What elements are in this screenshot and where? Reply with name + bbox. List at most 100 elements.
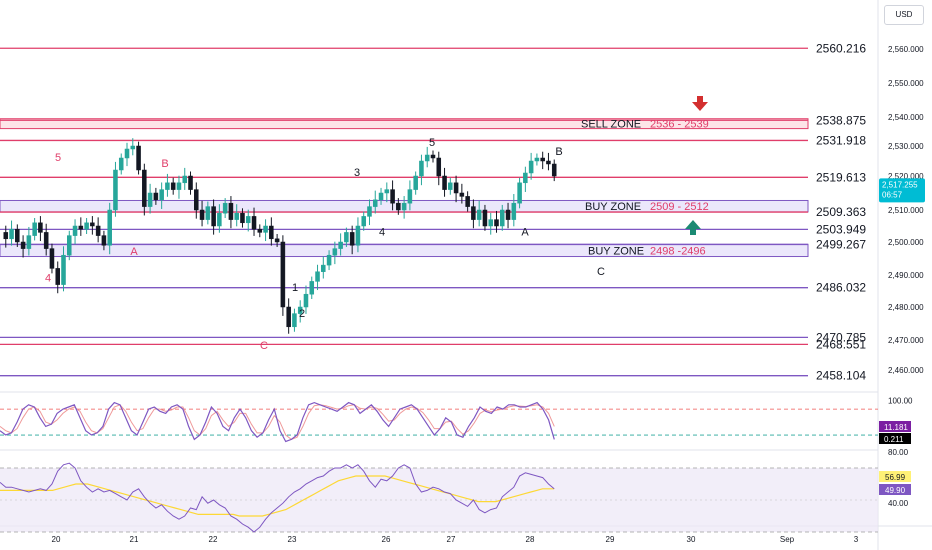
candle-body bbox=[32, 222, 37, 236]
time-tick-label: 29 bbox=[606, 535, 615, 544]
zone-label: BUY ZONE bbox=[585, 201, 641, 213]
price-tick-label: 2,510.000 bbox=[888, 206, 924, 215]
time-tick-label: 21 bbox=[130, 535, 139, 544]
stoch-k-value: 11.181 bbox=[884, 423, 908, 432]
zone-label: SELL ZONE bbox=[581, 119, 641, 131]
candle-body bbox=[251, 216, 257, 230]
wave-label: 5 bbox=[429, 137, 435, 149]
candle-body bbox=[517, 182, 522, 204]
rsi-ma-badge bbox=[879, 471, 911, 482]
stoch-k-badge bbox=[879, 421, 911, 432]
candle-body bbox=[372, 199, 378, 207]
candle-body bbox=[130, 145, 136, 150]
candle-body bbox=[142, 169, 147, 207]
last-price-badge bbox=[879, 178, 925, 203]
price-tick-label: 2,530.000 bbox=[888, 142, 924, 151]
candle-body bbox=[170, 182, 176, 190]
candle-body bbox=[471, 206, 476, 220]
candle-body bbox=[280, 241, 286, 308]
wave-label: 1 bbox=[292, 282, 298, 294]
candle-layer bbox=[3, 138, 557, 334]
wave-label: A bbox=[521, 227, 529, 239]
level-label: 2538.875 bbox=[816, 113, 866, 127]
level-label: 2499.267 bbox=[816, 237, 866, 251]
candle-body bbox=[494, 219, 499, 227]
candle-body bbox=[476, 209, 482, 220]
price-tick-label: 2,460.000 bbox=[888, 366, 924, 375]
candle-body bbox=[303, 293, 309, 308]
candle-body bbox=[61, 254, 66, 285]
candle-body bbox=[378, 192, 384, 201]
candle-body bbox=[90, 222, 95, 227]
candle-body bbox=[182, 175, 188, 184]
wave-label: C bbox=[260, 340, 268, 352]
candle-body bbox=[453, 182, 459, 194]
rsi-line bbox=[0, 462, 555, 533]
buy-arrow-icon bbox=[685, 220, 701, 235]
candle-body bbox=[3, 232, 9, 240]
candle-body bbox=[528, 160, 534, 174]
candle-body bbox=[222, 202, 228, 214]
stoch-tick-label: 80.00 bbox=[888, 448, 909, 457]
candle-body bbox=[505, 209, 511, 220]
axis-layer: 2,560.000 2,550.000 2,540.000 2,530.000 2,52… bbox=[52, 45, 925, 544]
level-label: 2503.949 bbox=[816, 222, 866, 236]
time-tick-label: 20 bbox=[52, 535, 61, 544]
candle-body bbox=[136, 145, 141, 171]
price-tick-label: 2,500.000 bbox=[888, 238, 924, 247]
currency-button[interactable]: USD bbox=[884, 5, 924, 25]
wave-label: B bbox=[161, 158, 168, 170]
candle-body bbox=[401, 202, 407, 211]
candle-body bbox=[211, 206, 216, 227]
candle-body bbox=[9, 228, 14, 240]
rsi-badge bbox=[879, 484, 911, 495]
candle-body bbox=[534, 157, 540, 162]
last-price-value: 2,517.255 bbox=[882, 180, 918, 189]
candle-body bbox=[292, 313, 297, 328]
wave-label: 4 bbox=[379, 227, 385, 239]
wave-label: 4 bbox=[45, 272, 51, 284]
zone-label: BUY ZONE bbox=[588, 245, 644, 257]
wave-label: C bbox=[597, 266, 605, 278]
candle-body bbox=[49, 248, 55, 269]
candle-body bbox=[430, 154, 436, 159]
candle-body bbox=[321, 264, 326, 272]
wave-label: 5 bbox=[55, 152, 61, 164]
candle-body bbox=[390, 189, 395, 204]
rsi-value: 49.90 bbox=[885, 486, 906, 495]
candle-body bbox=[344, 232, 349, 243]
stoch-d-badge bbox=[879, 433, 911, 444]
candle-body bbox=[326, 254, 332, 266]
candle-body bbox=[511, 202, 517, 220]
candle-body bbox=[188, 175, 193, 190]
wave-label: A bbox=[130, 246, 138, 258]
candle-body bbox=[107, 209, 112, 246]
stoch-d-value: 0.211 bbox=[884, 435, 904, 444]
rsi-ma-value: 56.99 bbox=[885, 473, 906, 482]
candle-body bbox=[286, 306, 291, 328]
candle-body bbox=[176, 182, 182, 190]
candle-body bbox=[551, 163, 557, 177]
stoch-tick-label: 100.00 bbox=[888, 396, 913, 405]
zone-range: 2498 -2496 bbox=[650, 245, 706, 257]
candle-body bbox=[118, 157, 124, 171]
candle-body bbox=[499, 209, 505, 227]
candle-body bbox=[72, 225, 78, 236]
time-tick-label: 22 bbox=[209, 535, 218, 544]
candle-body bbox=[384, 189, 390, 194]
candle-body bbox=[367, 206, 372, 217]
level-label: 2509.363 bbox=[816, 205, 866, 219]
candle-body bbox=[20, 241, 26, 249]
zone-layer bbox=[0, 118, 809, 258]
time-tick-label: 27 bbox=[447, 535, 456, 544]
candle-body bbox=[124, 148, 130, 159]
price-tick-label: 2,470.000 bbox=[888, 336, 924, 345]
price-tick-label: 2,480.000 bbox=[888, 303, 924, 312]
time-tick-label: 3 bbox=[854, 535, 859, 544]
annotation-layer: SELL ZONE 2536 - 2539 BUY ZONE 2509 - 2512 B… bbox=[45, 96, 709, 352]
candle-body bbox=[540, 157, 545, 162]
candle-body bbox=[165, 182, 170, 190]
candle-body bbox=[15, 228, 20, 243]
